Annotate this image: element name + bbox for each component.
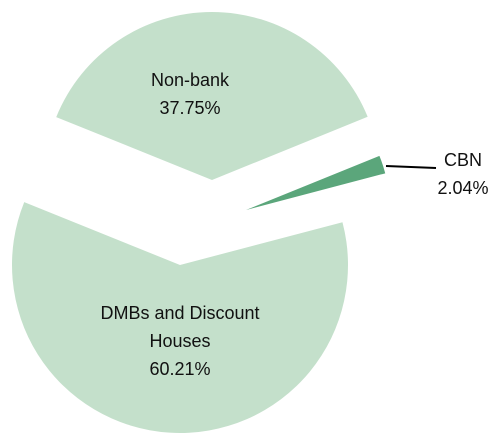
leader-line: [385, 165, 437, 169]
category-name: Non-bank: [150, 70, 230, 90]
pie-slice: [11, 202, 348, 434]
slice-label: DMBs and Discount Houses 60.21%: [70, 299, 290, 383]
slice-label: CBN 2.04%: [423, 146, 490, 202]
value-label: 60.21%: [149, 359, 211, 379]
pie-slice: [246, 155, 386, 210]
pie-slice: [56, 11, 368, 181]
category-name: DMBs and Discount Houses: [100, 303, 260, 351]
value-label: 2.04%: [437, 178, 489, 198]
value-label: 37.75%: [159, 98, 221, 118]
category-name: CBN: [443, 150, 482, 170]
slice-label: Non-bank 37.75%: [110, 66, 270, 122]
